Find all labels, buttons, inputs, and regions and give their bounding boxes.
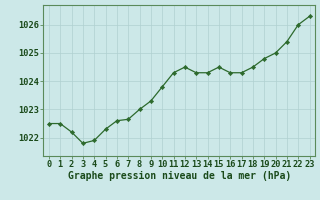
X-axis label: Graphe pression niveau de la mer (hPa): Graphe pression niveau de la mer (hPa) <box>68 171 291 181</box>
